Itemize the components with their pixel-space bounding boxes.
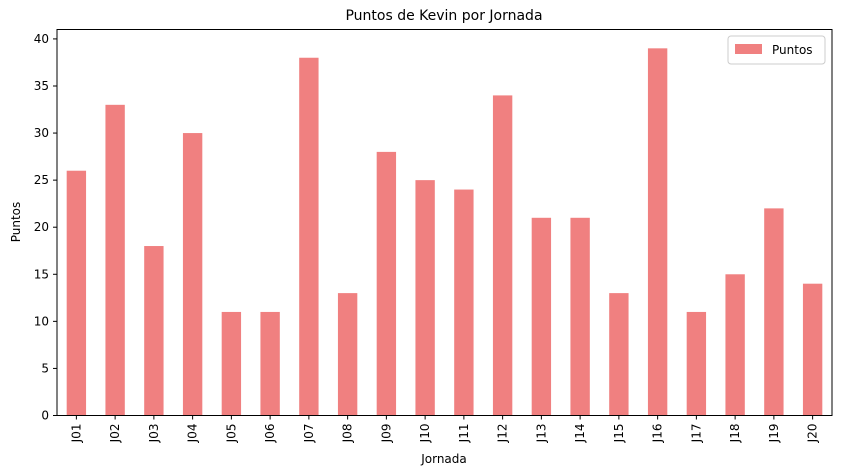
y-tick-label: 25 — [34, 173, 49, 187]
x-tick-label: J11 — [457, 424, 471, 444]
bar-j15 — [609, 293, 629, 416]
x-tick-label: J07 — [302, 424, 316, 444]
chart-title: Puntos de Kevin por Jornada — [345, 8, 542, 24]
y-tick-label: 20 — [34, 220, 49, 234]
bar-j19 — [764, 208, 784, 416]
bar-j07 — [299, 57, 319, 416]
bar-j14 — [570, 217, 590, 416]
y-tick-label: 35 — [34, 79, 49, 93]
bar-j01 — [66, 170, 87, 416]
y-tick-label: 10 — [34, 314, 49, 328]
legend-box — [727, 35, 826, 65]
y-axis-title: Puntos — [9, 202, 23, 243]
plot-area: 0 5 10 15 20 25 30 35 40 J01 J02 J03 J04 J05 J06 J07 J08… — [34, 32, 823, 443]
bar-j20 — [802, 283, 823, 416]
x-tick-label: J15 — [612, 424, 626, 444]
legend-label: Puntos — [772, 43, 813, 57]
x-tick-label: J08 — [341, 424, 355, 444]
x-tick-label: J09 — [379, 424, 393, 444]
y-tick-label: 30 — [34, 126, 49, 140]
y-tick-label: 5 — [41, 361, 49, 375]
x-tick-label: J16 — [651, 424, 665, 444]
x-tick-label: J13 — [534, 424, 548, 444]
bar-j03 — [144, 246, 164, 416]
bar-j13 — [531, 217, 552, 416]
x-axis-title: Jornada — [420, 452, 467, 466]
x-tick-label: J03 — [147, 424, 161, 444]
x-tick-label: J20 — [806, 424, 820, 444]
x-tick-label: J14 — [573, 424, 587, 444]
bar-j02 — [105, 104, 125, 416]
y-tick-label: 40 — [34, 32, 49, 46]
x-tick-label: J18 — [728, 424, 742, 444]
bar-j11 — [454, 189, 474, 416]
bar-j04 — [182, 133, 203, 416]
x-tick-label: J12 — [496, 424, 510, 444]
plot-frame — [56, 29, 833, 416]
bar-j17 — [686, 311, 707, 416]
x-tick-label: J10 — [418, 424, 432, 444]
y-tick-label: 0 — [41, 409, 49, 423]
bar-j18 — [725, 274, 745, 416]
bar-j12 — [492, 95, 513, 416]
bar-j05 — [221, 311, 242, 416]
legend: Puntos — [727, 35, 826, 65]
x-tick-label: J01 — [69, 424, 83, 444]
y-tick-label: 15 — [34, 267, 49, 281]
x-tick-label: J06 — [263, 424, 277, 444]
x-tick-label: J19 — [767, 424, 781, 444]
x-tick-label: J05 — [224, 424, 238, 444]
bar-j06 — [260, 311, 280, 416]
x-tick-label: J04 — [186, 424, 200, 444]
bar-j10 — [415, 180, 435, 416]
bar-j08 — [337, 293, 358, 416]
bar-j09 — [376, 151, 397, 416]
x-tick-label: J02 — [108, 424, 122, 444]
x-tick-label: J17 — [689, 424, 703, 444]
bar-j16 — [647, 48, 668, 416]
legend-swatch — [735, 44, 762, 54]
